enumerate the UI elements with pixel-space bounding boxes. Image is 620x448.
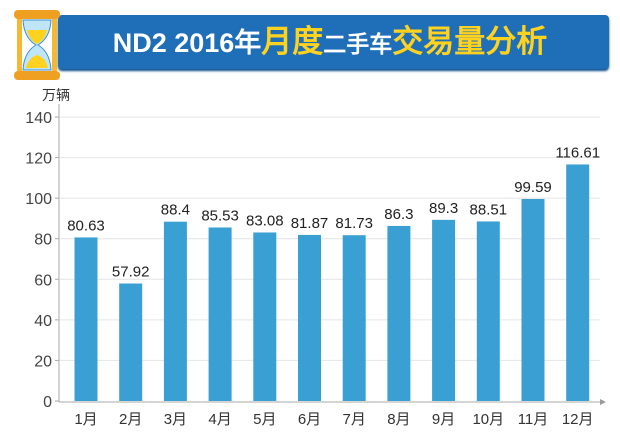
bar-3月 xyxy=(163,221,187,401)
x-tick-label: 5月 xyxy=(253,411,276,428)
data-label: 116.61 xyxy=(555,144,600,161)
y-axis-label: 万辆 xyxy=(42,87,70,103)
bar-2月 xyxy=(119,283,143,401)
x-axis-arrow xyxy=(600,399,606,405)
data-label: 80.63 xyxy=(67,217,105,234)
data-label: 81.87 xyxy=(291,215,329,232)
title-banner xyxy=(58,15,609,69)
y-tick-label: 120 xyxy=(25,151,52,168)
x-tick-label: 7月 xyxy=(343,411,366,428)
data-label: 57.92 xyxy=(112,264,150,281)
x-tick-label: 4月 xyxy=(208,411,231,428)
title-part: 月度 xyxy=(261,24,324,59)
chart-title: ND2 2016年月度二手车交易量分析 xyxy=(100,15,560,69)
y-tick-label: 20 xyxy=(34,353,52,370)
x-tick-label: 6月 xyxy=(298,411,321,428)
x-tick-label: 10月 xyxy=(472,411,504,428)
bar-10月 xyxy=(476,221,500,401)
bar-8月 xyxy=(387,225,411,401)
bar-9月 xyxy=(432,219,456,401)
data-label: 99.59 xyxy=(514,179,552,196)
data-label: 83.08 xyxy=(246,212,284,229)
title-part: 二手车 xyxy=(323,31,393,57)
hourglass-icon xyxy=(14,10,60,80)
y-tick-label: 40 xyxy=(34,313,52,330)
data-label: 86.3 xyxy=(384,206,413,223)
data-label: 88.51 xyxy=(470,201,508,218)
x-tick-label: 8月 xyxy=(387,411,410,428)
x-tick-label: 1月 xyxy=(74,411,97,428)
bar-11月 xyxy=(521,198,545,401)
y-tick-label: 60 xyxy=(34,272,52,289)
data-label: 88.4 xyxy=(161,202,190,219)
x-tick-label: 11月 xyxy=(518,411,549,428)
x-tick-label: 2月 xyxy=(119,411,142,428)
bar-4月 xyxy=(208,227,232,401)
x-tick-label: 12月 xyxy=(562,411,594,428)
bar-12月 xyxy=(566,164,590,401)
bar-1月 xyxy=(74,237,98,401)
x-tick-label: 9月 xyxy=(432,411,455,428)
data-label: 85.53 xyxy=(201,207,239,224)
title-part: 交易量分析 xyxy=(392,24,548,59)
y-tick-label: 0 xyxy=(43,394,52,411)
bar-7月 xyxy=(342,235,366,401)
title-part: ND2 2016年 xyxy=(112,28,262,58)
y-tick-label: 80 xyxy=(34,232,52,249)
bar-6月 xyxy=(298,234,321,401)
x-tick-label: 3月 xyxy=(164,411,187,428)
bar-5月 xyxy=(253,232,277,401)
data-label: 81.73 xyxy=(335,215,373,232)
y-tick-label: 100 xyxy=(25,191,52,208)
data-label: 89.3 xyxy=(429,200,458,217)
y-tick-label: 140 xyxy=(25,110,52,127)
